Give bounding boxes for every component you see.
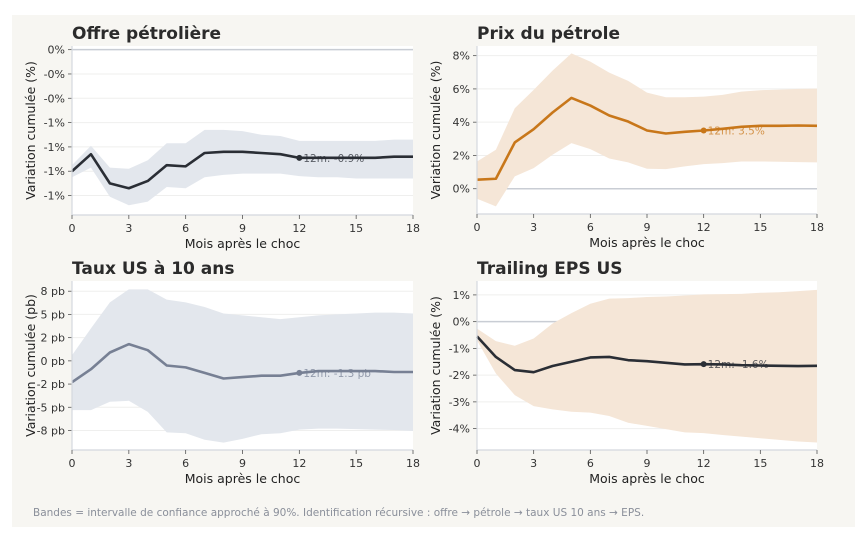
series-line [71, 150, 413, 190]
y-tick-label: -5 pb [37, 401, 65, 414]
confidence-band [72, 289, 413, 443]
y-tick-label: -8 pb [37, 425, 65, 438]
chart-title: Taux US à 10 ans [72, 259, 235, 279]
x-tick-label: 0 [474, 221, 481, 234]
x-axis-label: Mois après le choc [589, 235, 705, 250]
y-axis-label: Variation cumulée (%) [23, 61, 38, 200]
annotation-label: 12m: -1.3 pb [303, 368, 371, 380]
x-tick-label: 18 [406, 222, 420, 235]
chart-panel: 8 pb 5 pb 2 pb 0 pb -2 pb -5 pb -8 pb 12m: -1.3… [23, 259, 420, 486]
chart-title: Trailing EPS US [477, 259, 623, 279]
y-tick-label: -3% [449, 396, 470, 409]
x-axis-label: Mois après le choc [185, 236, 301, 251]
y-tick-label: 6% [453, 83, 470, 96]
x-tick-label: 12 [292, 457, 306, 470]
annotation-marker [296, 369, 303, 376]
y-tick-label: -0% [44, 68, 65, 81]
x-tick-label: 15 [753, 221, 767, 234]
y-axis-label: Variation cumulée (pb) [23, 294, 38, 437]
y-tick-label: 5 pb [41, 308, 65, 321]
y-tick-label: 2 pb [41, 332, 65, 345]
x-tick-label: 3 [125, 222, 132, 235]
confidence-band [477, 289, 817, 443]
annotation-label: 12m: -1.6% [708, 359, 769, 371]
x-tick-label: 6 [182, 222, 189, 235]
series-line [71, 342, 413, 384]
y-axis-label: Variation cumulée (%) [428, 296, 443, 435]
x-tick-label: 15 [349, 457, 363, 470]
y-tick-label: 0% [453, 183, 470, 196]
x-tick-label: 9 [239, 457, 246, 470]
y-tick-label: -2 pb [37, 378, 65, 391]
y-tick-label: 2% [453, 149, 470, 162]
footer-note: Bandes = intervalle de confiance approch… [33, 507, 645, 519]
y-tick-label: 1% [453, 289, 470, 302]
y-tick-label: -0% [44, 92, 65, 105]
chart-panel: 1% 0% -1% -2% -3% -4% 12m: -1.6% 0 3 6 9 12 15 18 Mois… [428, 259, 824, 486]
series-line [476, 96, 818, 182]
y-axis-label: Variation cumulée (%) [428, 61, 443, 200]
x-tick-label: 6 [587, 221, 594, 234]
x-tick-label: 12 [697, 221, 711, 234]
y-tick-label: -4% [449, 423, 470, 436]
y-tick-label: -1% [449, 342, 470, 355]
x-tick-label: 12 [292, 222, 306, 235]
x-tick-label: 0 [474, 457, 481, 470]
x-axis-label: Mois après le choc [185, 471, 301, 486]
x-tick-label: 3 [530, 457, 537, 470]
y-tick-label: -1% [44, 117, 65, 130]
y-tick-label: -2% [449, 369, 470, 382]
chart-panel: 0% -0% -0% -1% -1% -1% -1% 12m: -0.9% 0 3 6 9 12 15 18… [23, 24, 420, 251]
annotation-marker [296, 154, 303, 161]
chart-title: Offre pétrolière [72, 24, 221, 44]
y-tick-label: 0% [48, 44, 65, 57]
x-tick-label: 18 [810, 221, 824, 234]
x-tick-label: 15 [349, 222, 363, 235]
x-tick-label: 6 [587, 457, 594, 470]
x-tick-label: 0 [69, 457, 76, 470]
x-tick-label: 9 [644, 457, 651, 470]
x-tick-label: 12 [697, 457, 711, 470]
x-tick-label: 3 [125, 457, 132, 470]
x-tick-label: 3 [530, 221, 537, 234]
x-tick-label: 18 [406, 457, 420, 470]
x-tick-label: 0 [69, 222, 76, 235]
x-tick-label: 18 [810, 457, 824, 470]
annotation-marker [700, 127, 707, 134]
y-tick-label: 4% [453, 116, 470, 129]
chart-panel: 0% 2% 4% 6% 8% 12m: 3.5% 0 3 6 9 12 15 18 Mois après … [428, 24, 824, 250]
annotation-marker [700, 361, 707, 368]
y-tick-label: 0% [453, 316, 470, 329]
chart-title: Prix du pétrole [477, 24, 620, 44]
annotation-label: 12m: -0.9% [303, 153, 364, 165]
series-line [476, 335, 818, 374]
y-tick-label: 8 pb [41, 285, 65, 298]
x-tick-label: 9 [239, 222, 246, 235]
x-axis-label: Mois après le choc [589, 471, 705, 486]
annotation-label: 12m: 3.5% [708, 125, 765, 137]
y-tick-label: -1% [44, 190, 65, 203]
y-tick-label: 8% [453, 50, 470, 63]
x-tick-label: 15 [753, 457, 767, 470]
x-tick-label: 9 [644, 221, 651, 234]
y-tick-label: 0 pb [41, 355, 65, 368]
y-tick-label: -1% [44, 165, 65, 178]
y-tick-label: -1% [44, 141, 65, 154]
x-tick-label: 6 [182, 457, 189, 470]
confidence-band [72, 129, 413, 206]
